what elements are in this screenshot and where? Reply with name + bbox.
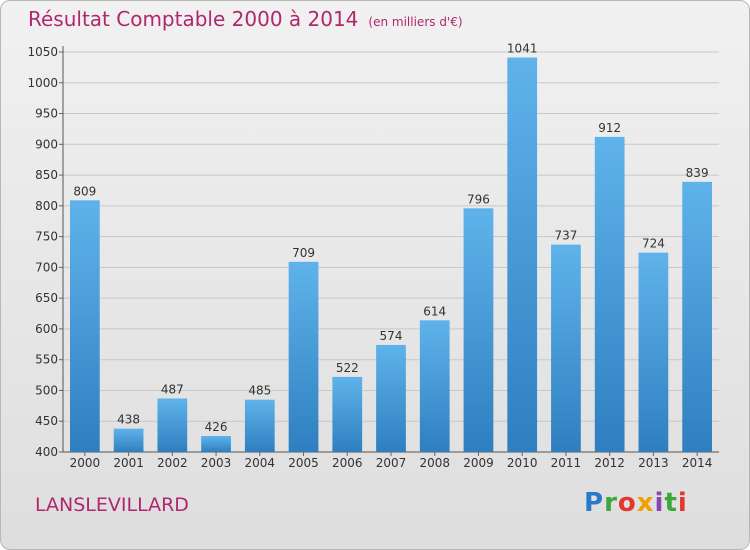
data-label: 522 bbox=[336, 361, 359, 375]
data-label: 614 bbox=[423, 304, 446, 318]
data-label: 574 bbox=[380, 329, 403, 343]
x-tick-label: 2012 bbox=[594, 456, 625, 470]
bar bbox=[201, 436, 231, 452]
y-tick-label: 850 bbox=[35, 168, 58, 182]
bar bbox=[638, 252, 669, 452]
data-label: 485 bbox=[248, 384, 271, 398]
bar bbox=[551, 244, 581, 452]
chart-title: Résultat Comptable 2000 à 2014 bbox=[28, 7, 359, 31]
x-tick-label: 2002 bbox=[157, 456, 188, 470]
x-tick-label: 2004 bbox=[245, 456, 276, 470]
x-tick-label: 2008 bbox=[419, 456, 450, 470]
y-tick-label: 500 bbox=[35, 383, 58, 397]
logo-letter: r bbox=[604, 488, 618, 518]
data-label: 487 bbox=[161, 382, 184, 396]
y-tick-label: 950 bbox=[35, 107, 58, 121]
x-tick-label: 2001 bbox=[113, 456, 144, 470]
data-label: 796 bbox=[467, 192, 490, 206]
bar bbox=[113, 428, 144, 452]
proxiti-logo: Proxiti bbox=[584, 488, 688, 518]
x-tick-label: 2003 bbox=[201, 456, 232, 470]
data-label: 912 bbox=[598, 121, 621, 135]
data-label: 426 bbox=[205, 420, 228, 434]
logo-letter: t bbox=[664, 488, 678, 518]
bar bbox=[507, 57, 538, 453]
y-tick-label: 700 bbox=[35, 260, 58, 274]
logo-letter: P bbox=[584, 488, 605, 518]
y-tick-label: 400 bbox=[35, 445, 58, 459]
x-tick-label: 2010 bbox=[507, 456, 538, 470]
data-label: 724 bbox=[642, 237, 665, 251]
bar bbox=[288, 261, 319, 452]
data-label: 839 bbox=[686, 166, 709, 180]
y-tick-label: 650 bbox=[35, 291, 58, 305]
data-label: 809 bbox=[73, 184, 96, 198]
y-tick-label: 800 bbox=[35, 199, 58, 213]
x-tick-label: 2006 bbox=[332, 456, 363, 470]
bar bbox=[69, 200, 100, 452]
data-label: 438 bbox=[117, 413, 140, 427]
y-tick-label: 1000 bbox=[27, 76, 58, 90]
bar bbox=[244, 399, 275, 452]
logo-letter: i bbox=[677, 488, 688, 518]
y-tick-label: 750 bbox=[35, 230, 58, 244]
y-tick-label: 450 bbox=[35, 414, 58, 428]
x-tick-label: 2000 bbox=[70, 456, 101, 470]
data-label: 709 bbox=[292, 246, 315, 260]
bar bbox=[376, 344, 406, 452]
bar bbox=[157, 398, 188, 452]
y-tick-label: 900 bbox=[35, 137, 58, 151]
y-tick-label: 600 bbox=[35, 322, 58, 336]
bar bbox=[463, 208, 494, 452]
logo-letter: o bbox=[617, 488, 637, 518]
bar bbox=[594, 136, 625, 452]
y-tick-label: 550 bbox=[35, 353, 58, 367]
x-tick-label: 2013 bbox=[638, 456, 669, 470]
data-label: 1041 bbox=[507, 42, 538, 56]
x-tick-label: 2009 bbox=[463, 456, 494, 470]
y-tick-label: 1050 bbox=[27, 45, 58, 59]
x-tick-label: 2014 bbox=[682, 456, 713, 470]
x-tick-label: 2007 bbox=[376, 456, 407, 470]
bar bbox=[332, 376, 363, 452]
bar bbox=[682, 181, 713, 452]
chart-title-block: Résultat Comptable 2000 à 2014 (en millie… bbox=[28, 7, 463, 31]
x-tick-label: 2011 bbox=[551, 456, 582, 470]
logo-letter: i bbox=[654, 488, 665, 518]
logo-letter: x bbox=[636, 488, 655, 518]
location-label: LANSLEVILLARD bbox=[35, 494, 189, 516]
data-label: 737 bbox=[554, 229, 577, 243]
chart-subtitle: (en milliers d'€) bbox=[368, 15, 463, 29]
bar bbox=[419, 320, 450, 452]
x-tick-label: 2005 bbox=[288, 456, 319, 470]
